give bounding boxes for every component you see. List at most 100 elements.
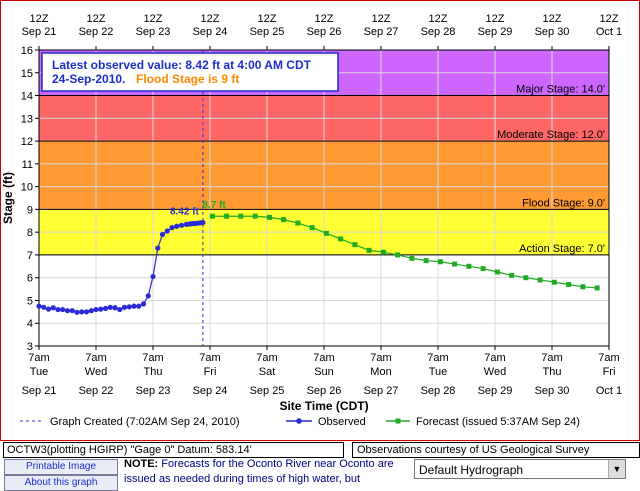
observed-point — [174, 223, 180, 229]
bottom-tick-time: 7am — [142, 352, 163, 364]
forecast-point — [551, 279, 557, 285]
graph-type-value: Default Hydrograph — [419, 463, 524, 477]
y-tick-label: 16 — [21, 45, 33, 57]
data-label-forecast: 8.7 ft — [202, 200, 226, 211]
observed-point — [121, 304, 128, 310]
observed-point — [150, 273, 156, 280]
observed-point — [178, 222, 185, 228]
forecast-point — [452, 261, 458, 267]
bottom-tick-time: 7am — [256, 352, 277, 364]
bottom-tick-time: 7am — [370, 352, 391, 364]
bottom-tick-date: Sep 29 — [478, 385, 513, 397]
top-tick-date: Oct 1 — [596, 26, 622, 38]
forecast-point — [309, 225, 315, 231]
legend-forecast: Forecast (issued 5:37AM Sep 24) — [416, 416, 580, 428]
bottom-tick-date: Oct 1 — [596, 385, 622, 397]
observed-point — [200, 219, 206, 226]
top-tick-date: Sep 21 — [22, 26, 57, 38]
forecast-point — [409, 255, 415, 261]
bottom-tick-day: Fri — [603, 366, 616, 378]
series-line-forecast — [212, 215, 598, 289]
forecast-point — [238, 213, 244, 219]
graph-type-select[interactable]: Default Hydrograph ▼ — [414, 459, 626, 479]
threshold-label: Action Stage: 7.0' — [519, 243, 605, 255]
observed-point — [79, 309, 85, 315]
forecast-point — [423, 258, 429, 264]
bottom-tick-day: Mon — [370, 366, 391, 378]
observed-point — [60, 306, 66, 313]
bottom-tick-time: 7am — [541, 352, 562, 364]
observed-point — [169, 225, 175, 231]
observed-point — [131, 303, 137, 309]
top-tick-date: Sep 29 — [478, 26, 513, 38]
top-tick-z: 12Z — [87, 13, 106, 25]
top-tick-z: 12Z — [315, 13, 334, 25]
bottom-tick-day: Tue — [429, 366, 448, 378]
bottom-tick-date: Sep 28 — [421, 385, 456, 397]
bottom-tick-day: Fri — [204, 366, 217, 378]
legend-graph-created: Graph Created (7:02AM Sep 24, 2010) — [50, 416, 240, 428]
y-tick-label: 8 — [27, 227, 33, 239]
observed-point — [155, 245, 161, 251]
bottom-tick-time: 7am — [427, 352, 448, 364]
observed-point — [45, 306, 52, 312]
bottom-tick-day: Sun — [314, 366, 334, 378]
threshold-label: Flood Stage: 9.0' — [522, 197, 605, 209]
bottom-tick-time: 7am — [484, 352, 505, 364]
observed-point — [93, 306, 99, 313]
courtesy-text: Observations courtesy of US Geological S… — [357, 444, 590, 456]
forecast-point — [266, 214, 272, 220]
forecast-point — [537, 277, 543, 283]
bottom-tick-date: Sep 26 — [307, 385, 342, 397]
observed-point — [117, 306, 123, 313]
forecast-point — [466, 263, 472, 269]
y-tick-label: 5 — [27, 295, 33, 307]
bottom-tick-date: Sep 27 — [364, 385, 399, 397]
forecast-note: NOTE: Forecasts for the Oconto River nea… — [124, 457, 408, 487]
datum-box: OCTW3(plotting HGIRP) "Gage 0" Datum: 58… — [3, 442, 344, 458]
forecast-point — [252, 213, 258, 219]
bottom-tick-date: Sep 21 — [22, 385, 57, 397]
observed-point — [136, 303, 142, 309]
top-tick-z: 12Z — [144, 13, 163, 25]
y-tick-label: 14 — [21, 91, 33, 103]
forecast-point — [395, 252, 401, 258]
forecast-point — [580, 284, 586, 290]
forecast-point — [281, 217, 287, 223]
y-tick-label: 9 — [27, 204, 33, 216]
top-tick-date: Sep 24 — [193, 26, 228, 38]
y-tick-label: 4 — [27, 318, 33, 330]
bottom-tick-time: 7am — [28, 352, 49, 364]
legend-observed-marker — [296, 418, 302, 424]
threshold-label: Major Stage: 14.0' — [516, 84, 605, 96]
observed-point — [126, 304, 132, 310]
observed-point — [164, 228, 170, 234]
chevron-down-icon[interactable]: ▼ — [608, 460, 625, 478]
top-tick-z: 12Z — [258, 13, 277, 25]
top-tick-date: Sep 26 — [307, 26, 342, 38]
bottom-tick-day: Thu — [543, 366, 562, 378]
observed-point — [50, 305, 56, 311]
about-graph-button[interactable]: About this graph — [4, 475, 118, 491]
y-tick-label: 10 — [21, 182, 33, 194]
top-tick-date: Sep 23 — [136, 26, 171, 38]
top-tick-date: Sep 27 — [364, 26, 399, 38]
forecast-point — [295, 220, 301, 226]
courtesy-box: Observations courtesy of US Geological S… — [352, 442, 640, 458]
legend-observed: Observed — [318, 416, 366, 428]
forecast-point — [509, 272, 515, 278]
x-axis-label: Site Time (CDT) — [279, 399, 368, 413]
bottom-tick-day: Sat — [259, 366, 276, 378]
bottom-tick-time: 7am — [199, 352, 220, 364]
printable-image-button[interactable]: Printable Image — [4, 459, 118, 475]
forecast-point — [338, 236, 344, 242]
top-tick-date: Sep 25 — [250, 26, 285, 38]
bottom-tick-date: Sep 30 — [535, 385, 570, 397]
top-tick-z: 12Z — [486, 13, 505, 25]
data-label-observed: 8.42 ft — [170, 207, 200, 218]
observed-point — [83, 309, 90, 315]
observed-point — [36, 303, 42, 309]
forecast-point — [224, 213, 230, 219]
y-tick-label: 3 — [27, 341, 33, 353]
bottom-tick-time: 7am — [85, 352, 106, 364]
